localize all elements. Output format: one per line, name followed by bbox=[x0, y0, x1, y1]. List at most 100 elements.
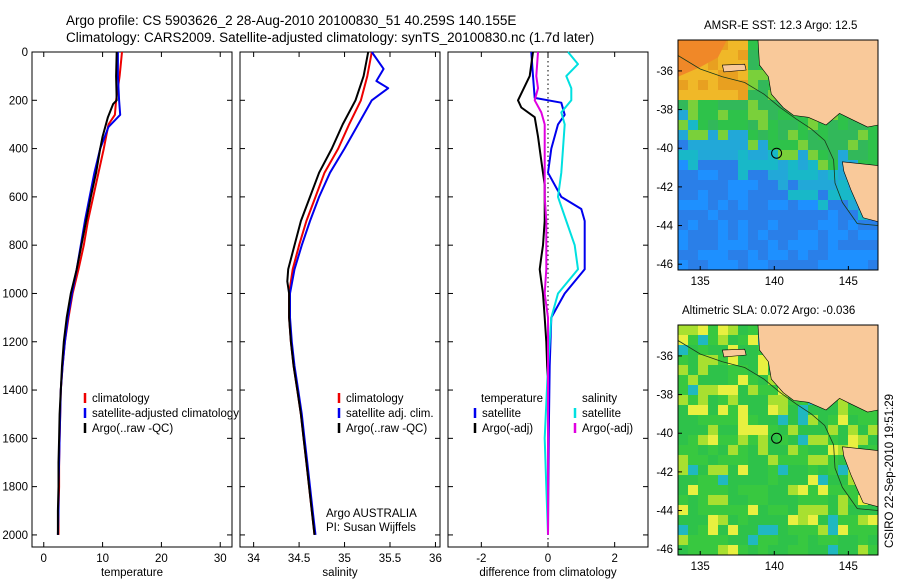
legend-label: satellite bbox=[482, 408, 521, 420]
map-cell bbox=[688, 230, 698, 240]
sst-land-tasmania bbox=[842, 161, 878, 223]
sla-map: 135 140 145 -36 -38 -40 -42 -44 -46 bbox=[656, 324, 879, 573]
map-cell bbox=[768, 505, 778, 515]
map-cell bbox=[838, 405, 848, 415]
map-cell bbox=[708, 170, 718, 180]
map-cell bbox=[778, 120, 788, 130]
map-cell bbox=[728, 455, 738, 465]
map-cell bbox=[728, 50, 738, 60]
map-cell bbox=[858, 415, 868, 425]
map-cell bbox=[848, 415, 858, 425]
map-cell bbox=[728, 200, 738, 210]
map-cell bbox=[768, 230, 778, 240]
difference-xlabel: difference from climatology bbox=[479, 567, 616, 579]
map-cell bbox=[688, 405, 698, 415]
depth-tick-label: 800 bbox=[9, 240, 28, 252]
legend-label: Argo(..raw -QC) bbox=[92, 423, 173, 435]
map-cell bbox=[678, 545, 688, 555]
figure-title-line-1: Argo profile: CS 5903626_2 28-Aug-2010 2… bbox=[66, 13, 517, 28]
map-cell bbox=[788, 210, 798, 220]
map-cell bbox=[768, 485, 778, 495]
map-cell bbox=[818, 475, 828, 485]
map-cell bbox=[818, 535, 828, 545]
map-cell bbox=[738, 335, 748, 345]
map-cell bbox=[758, 180, 768, 190]
map-cell bbox=[718, 515, 728, 525]
salinity-xtick-label: 34 bbox=[247, 553, 260, 565]
legend-label: Argo(..raw -QC) bbox=[346, 423, 427, 435]
map-cell bbox=[728, 405, 738, 415]
map-cell bbox=[748, 150, 758, 160]
map-cell bbox=[848, 405, 858, 415]
sst-lat-label: -44 bbox=[656, 221, 673, 233]
map-cell bbox=[758, 160, 768, 170]
map-cell bbox=[838, 505, 848, 515]
map-cell bbox=[708, 535, 718, 545]
depth-tick-label: 0 bbox=[22, 47, 28, 59]
map-cell bbox=[808, 190, 818, 200]
map-cell bbox=[778, 525, 788, 535]
map-cell bbox=[738, 140, 748, 150]
map-cell bbox=[798, 525, 808, 535]
map-cell bbox=[698, 415, 708, 425]
map-cell bbox=[698, 445, 708, 455]
salinity-xlabel: salinity bbox=[322, 567, 357, 579]
map-cell bbox=[748, 335, 758, 345]
map-cell bbox=[718, 140, 728, 150]
temperature-xtick-label: 10 bbox=[96, 553, 109, 565]
map-cell bbox=[688, 240, 698, 250]
map-cell bbox=[688, 335, 698, 345]
map-cell bbox=[818, 230, 828, 240]
map-cell bbox=[778, 230, 788, 240]
map-cell bbox=[678, 355, 688, 365]
map-cell bbox=[778, 170, 788, 180]
map-cell bbox=[698, 170, 708, 180]
map-cell bbox=[688, 395, 698, 405]
map-cell bbox=[768, 220, 778, 230]
map-cell bbox=[838, 150, 848, 160]
map-cell bbox=[708, 485, 718, 495]
map-cell bbox=[698, 250, 708, 260]
sst-land-australia bbox=[757, 40, 878, 128]
map-cell bbox=[758, 515, 768, 525]
sst-shelf-contour bbox=[678, 55, 878, 226]
map-cell bbox=[858, 240, 868, 250]
map-cell bbox=[778, 130, 788, 140]
map-cell bbox=[678, 130, 688, 140]
map-cell bbox=[848, 535, 858, 545]
map-cell bbox=[838, 485, 848, 495]
map-cell bbox=[748, 250, 758, 260]
map-cell bbox=[708, 230, 718, 240]
map-cell bbox=[718, 505, 728, 515]
map-cell bbox=[858, 545, 868, 555]
map-cell bbox=[828, 260, 838, 270]
map-cell bbox=[788, 425, 798, 435]
map-cell bbox=[828, 210, 838, 220]
map-cell bbox=[808, 220, 818, 230]
sla-lat-label: -42 bbox=[656, 467, 673, 479]
map-cell bbox=[688, 70, 698, 80]
map-cell bbox=[788, 170, 798, 180]
difference-xtick-label: 0 bbox=[545, 553, 551, 565]
map-cell bbox=[838, 230, 848, 240]
map-cell bbox=[778, 395, 788, 405]
map-cell bbox=[818, 260, 828, 270]
legend-heading-temperature: temperature bbox=[481, 393, 543, 405]
map-cell bbox=[858, 220, 868, 230]
map-cell bbox=[838, 455, 848, 465]
map-cell bbox=[868, 150, 878, 160]
map-cell bbox=[828, 170, 838, 180]
map-cell bbox=[678, 365, 688, 375]
map-cell bbox=[848, 260, 858, 270]
map-cell bbox=[768, 545, 778, 555]
map-cell bbox=[788, 250, 798, 260]
map-cell bbox=[738, 385, 748, 395]
sst-warm-shelf bbox=[678, 40, 727, 77]
map-cell bbox=[738, 260, 748, 270]
map-cell bbox=[738, 250, 748, 260]
map-cell bbox=[738, 425, 748, 435]
map-cell bbox=[798, 180, 808, 190]
map-cell bbox=[788, 140, 798, 150]
map-cell bbox=[708, 220, 718, 230]
map-cell bbox=[748, 40, 758, 50]
